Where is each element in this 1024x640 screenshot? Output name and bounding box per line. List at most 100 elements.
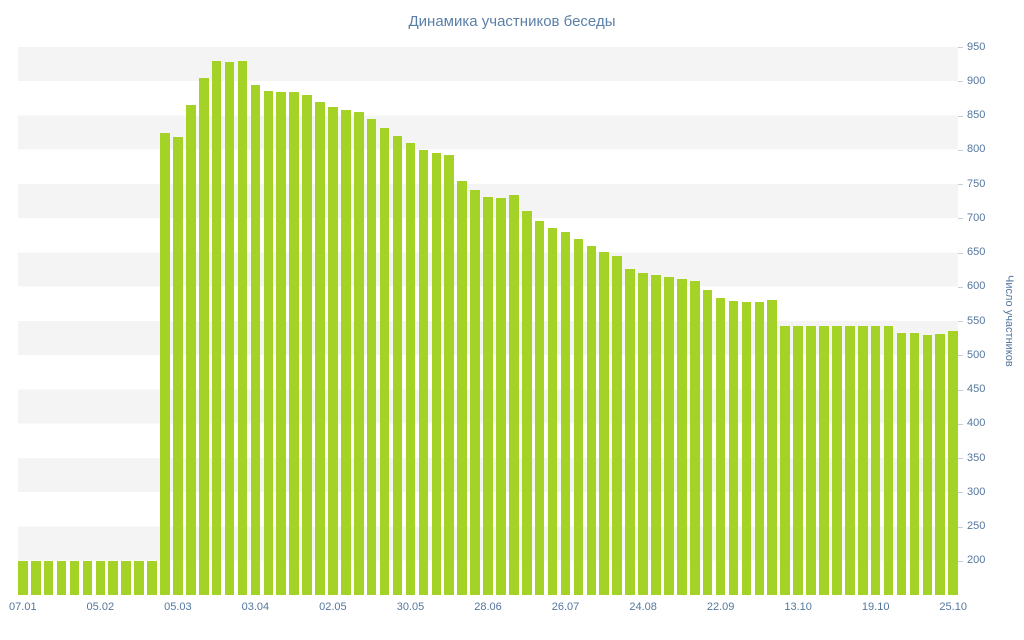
y-axis-title: Число участников [1003, 275, 1015, 367]
bar [431, 153, 442, 595]
y-tick-mark [958, 560, 963, 562]
bar [845, 325, 855, 595]
x-tick-label: 19.10 [861, 601, 890, 613]
bar [198, 77, 209, 595]
bar [392, 136, 403, 595]
bar [56, 560, 67, 595]
y-tick-mark [958, 286, 963, 288]
y-tick-label: 700 [967, 211, 986, 224]
bar [289, 92, 299, 595]
x-tick-label: 05.02 [86, 601, 115, 613]
x-tick-label: 02.05 [319, 601, 347, 613]
bar [948, 331, 958, 595]
bar [883, 325, 894, 595]
x-tick-label: 25.10 [939, 601, 967, 613]
y-tick-mark [958, 184, 963, 185]
bar [909, 333, 920, 595]
bar [457, 180, 467, 595]
x-tick-label: 22.09 [706, 601, 735, 613]
bar [715, 298, 726, 595]
y-axis: 950 900 850 800 750 700 650 600 550 500 450 400 350 3… [958, 41, 1020, 595]
y-tick-label: 550 [967, 314, 986, 327]
bar [547, 227, 558, 595]
y-tick-label: 900 [967, 74, 986, 87]
bar [276, 91, 287, 595]
y-tick-label: 400 [967, 417, 986, 430]
y-tick-mark [958, 389, 963, 391]
bar [935, 334, 946, 595]
bar [651, 275, 661, 595]
bar [302, 94, 312, 595]
bar [689, 281, 700, 595]
y-tick-mark [958, 423, 963, 425]
bar [922, 334, 933, 595]
x-tick-label: 05.03 [164, 601, 192, 613]
bar [69, 560, 80, 595]
y-tick-label: 650 [967, 246, 986, 258]
bar [599, 251, 610, 595]
bar [780, 325, 790, 595]
y-tick-mark [958, 458, 963, 459]
bar [754, 301, 765, 595]
chart-title: Динамика участников беседы [408, 13, 616, 30]
bar [638, 273, 648, 595]
plot-area [18, 47, 958, 595]
x-tick-label: 28.06 [474, 601, 502, 613]
y-tick-mark [958, 492, 963, 494]
bar [767, 300, 778, 595]
y-tick-mark [958, 115, 963, 117]
bar [263, 90, 274, 595]
bar [379, 127, 390, 595]
y-tick-mark [958, 218, 963, 220]
bar [819, 325, 829, 595]
y-tick-label: 500 [967, 348, 986, 361]
x-tick-label: 26.07 [551, 601, 580, 613]
x-tick-label: 07.01 [9, 601, 37, 613]
bar [30, 560, 41, 595]
x-tick-label: 24.08 [629, 601, 657, 613]
bar [534, 221, 545, 595]
bar [224, 62, 235, 595]
bar [560, 231, 571, 595]
bar [573, 238, 584, 595]
y-tick-mark [958, 321, 963, 322]
bar [160, 132, 170, 595]
bar [521, 211, 532, 595]
y-tick-mark [958, 47, 963, 48]
y-tick-mark [958, 355, 963, 357]
x-tick-label: 13.10 [784, 601, 812, 613]
bar [612, 255, 622, 595]
bar [857, 325, 868, 595]
y-tick-label: 800 [967, 143, 986, 156]
bar [82, 560, 93, 595]
bar [315, 101, 325, 595]
bar [806, 325, 816, 595]
bar [496, 197, 506, 595]
x-tick-label: 03.04 [241, 601, 270, 613]
y-tick-mark [958, 252, 963, 254]
y-tick-label: 950 [967, 40, 986, 53]
bar [95, 560, 106, 595]
bar [43, 560, 54, 595]
y-tick-mark [958, 81, 963, 83]
bar [211, 60, 222, 595]
bar [664, 277, 674, 595]
y-tick-label: 850 [967, 109, 986, 121]
bar [173, 137, 183, 595]
bar [134, 560, 144, 595]
bar [237, 60, 248, 595]
bar [18, 560, 28, 595]
y-tick-label: 350 [967, 451, 986, 464]
bar [328, 107, 338, 595]
x-axis: 07.01 05.02 05.03 03.04 02.05 30.05 28.06 26.07… [9, 601, 967, 617]
bar [793, 325, 803, 595]
bar [728, 301, 739, 595]
y-tick-label: 250 [967, 520, 986, 532]
y-tick-mark [958, 149, 963, 151]
bar [870, 325, 881, 595]
bar [625, 268, 635, 595]
bar [741, 301, 752, 595]
bar [832, 325, 842, 595]
y-tick-label: 450 [967, 383, 986, 395]
